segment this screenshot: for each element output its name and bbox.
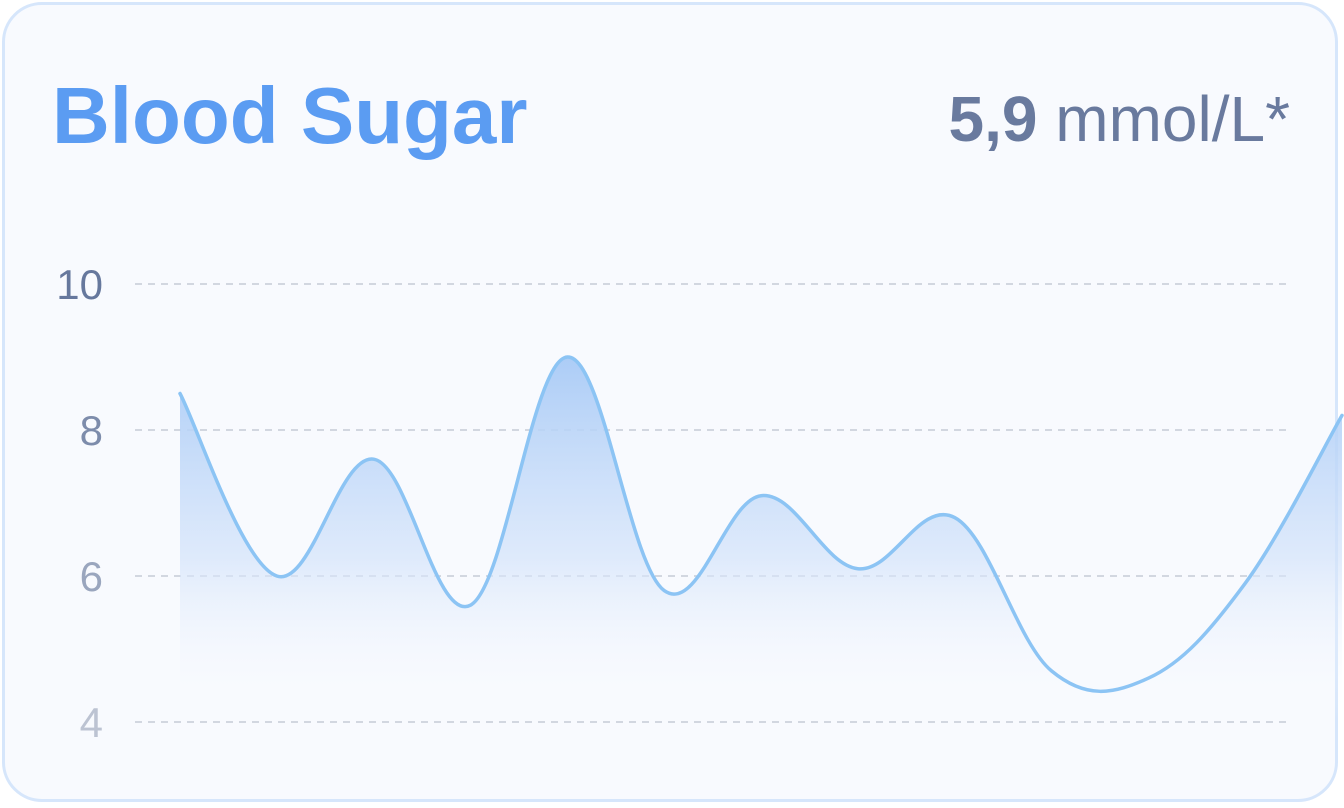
reading-value: 5,9 — [948, 83, 1038, 155]
y-tick-label: 8 — [80, 407, 103, 454]
current-reading: 5,9 mmol/L* — [949, 83, 1290, 155]
series-line — [178, 355, 1344, 693]
reading-unit: mmol/L* — [1055, 83, 1290, 155]
y-tick-label: 10 — [56, 261, 103, 308]
area-fill — [180, 356, 1342, 722]
y-tick-label: 6 — [80, 553, 103, 600]
y-tick-label: 4 — [80, 699, 103, 746]
card-title: Blood Sugar — [52, 71, 528, 160]
y-axis-ticks: 10 8 6 4 — [56, 261, 103, 746]
